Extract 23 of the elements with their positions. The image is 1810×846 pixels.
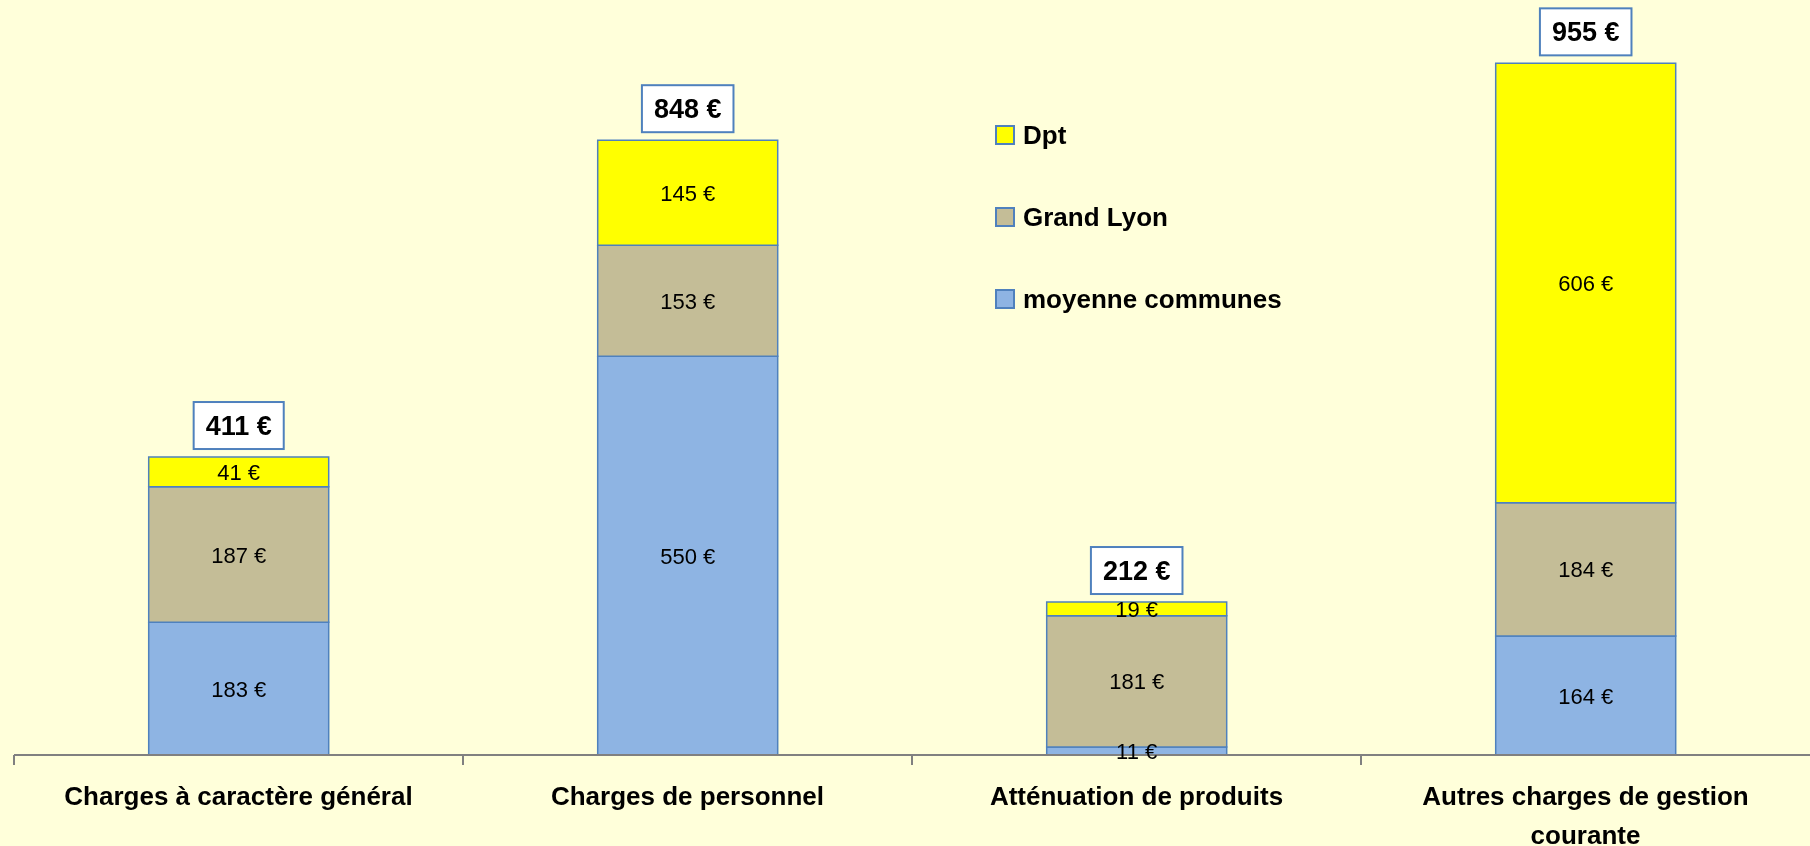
data-label: 187 €	[211, 542, 267, 568]
legend-label: Dpt	[1023, 119, 1067, 151]
x-tick-label: Atténuation de produits	[989, 781, 1284, 811]
total-label: 212 €	[1102, 555, 1171, 586]
x-tick-label: Charges à caractère général	[64, 781, 413, 811]
x-tick-label: Charges de personnel	[550, 781, 825, 811]
data-label: 550 €	[660, 543, 716, 569]
data-label: 145 €	[660, 180, 716, 206]
data-label: 41 €	[217, 459, 261, 485]
data-label: 11 €	[1116, 738, 1158, 764]
data-label: 606 €	[1558, 270, 1614, 296]
legend-label: Grand Lyon	[1023, 201, 1168, 233]
total-label: 848 €	[653, 93, 722, 124]
data-label: 184 €	[1558, 556, 1614, 582]
total-label: 955 €	[1551, 16, 1620, 47]
data-label: 153 €	[660, 288, 716, 314]
total-label: 411 €	[205, 410, 272, 441]
legend-label: moyenne communes	[1023, 283, 1282, 315]
data-label: 19 €	[1115, 596, 1159, 622]
data-label: 164 €	[1558, 683, 1614, 709]
data-label: 183 €	[211, 676, 267, 702]
data-label: 181 €	[1109, 668, 1165, 694]
x-tick-label: Autres charges de gestion courante	[1422, 781, 1749, 846]
